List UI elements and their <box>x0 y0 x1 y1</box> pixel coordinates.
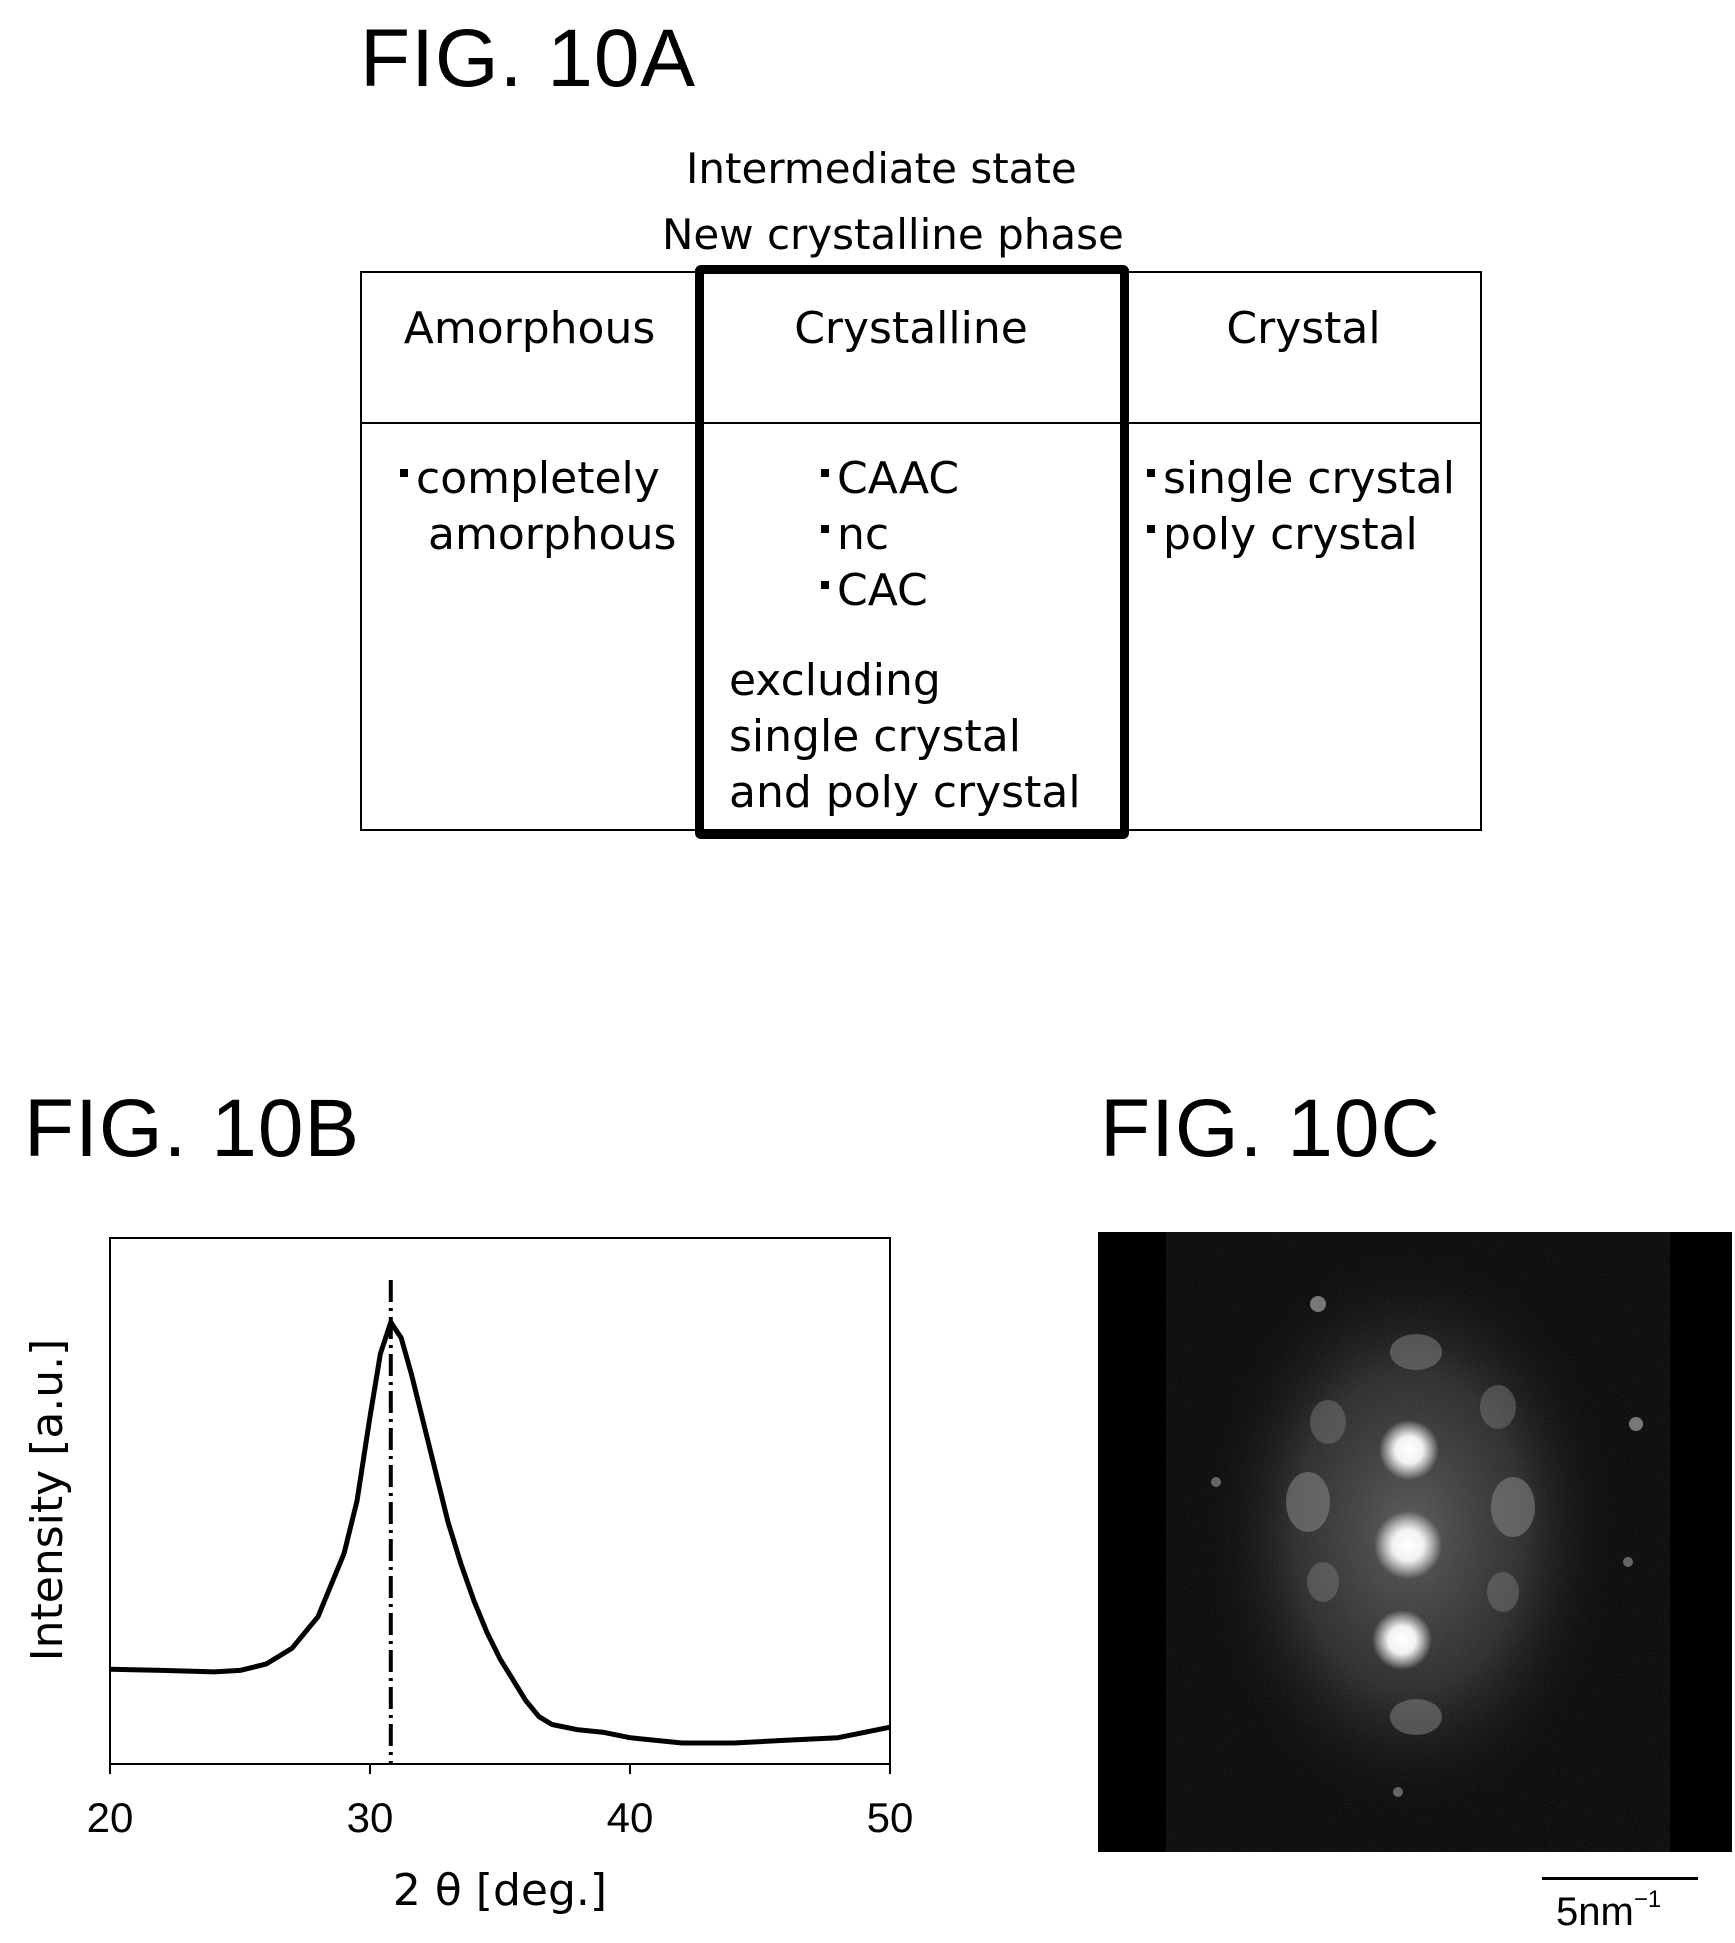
bullet-icon <box>821 469 829 477</box>
crystal-items: single crystal poly crystal <box>1147 451 1455 563</box>
list-item: CAAC <box>821 451 959 507</box>
crystalline-header: Crystalline <box>794 303 1028 354</box>
bullet-icon <box>400 469 408 477</box>
list-item-continuation: amorphous <box>428 509 677 560</box>
crystalline-note: excluding single crystal and poly crysta… <box>729 655 1081 818</box>
fig-10c-title: FIG. 10C <box>1100 1083 1441 1174</box>
x-tick-label: 50 <box>867 1794 914 1841</box>
crystalline-highlight-frame <box>695 265 1129 839</box>
scale-label: 5nm−1 <box>1556 1886 1662 1934</box>
fig-10b-title: FIG. 10B <box>24 1083 361 1174</box>
amorphous-items: completely amorphous <box>400 451 676 563</box>
x-tick-label: 30 <box>347 1794 394 1841</box>
ring-spot <box>1307 1562 1339 1602</box>
bullet-icon <box>821 525 829 533</box>
intermediate-state-caption: Intermediate state <box>686 144 1077 193</box>
x-ticks: 20 30 40 50 <box>87 1764 914 1841</box>
diffraction-spot-lower <box>1372 1610 1432 1670</box>
ring-spot <box>1487 1572 1519 1612</box>
list-item: single crystal <box>1147 451 1455 507</box>
ring-spot <box>1286 1472 1330 1532</box>
scatter-speck <box>1211 1477 1221 1487</box>
x-axis-label: 2 θ [deg.] <box>393 1865 607 1916</box>
ring-spot <box>1480 1385 1516 1429</box>
plot-frame <box>109 1237 891 1765</box>
series-line <box>109 1319 891 1746</box>
scale-bar <box>1542 1877 1698 1880</box>
scatter-speck <box>1629 1417 1643 1431</box>
list-item: CAC <box>821 563 959 619</box>
ring-spot <box>1491 1477 1535 1537</box>
ring-spot <box>1390 1334 1442 1370</box>
bullet-icon <box>1147 469 1155 477</box>
diffraction-spot-upper <box>1379 1420 1439 1480</box>
amorphous-header: Amorphous <box>403 303 656 354</box>
crystalline-column: Crystalline CAAC nc CAC excluding single… <box>697 273 1125 829</box>
header-divider <box>362 422 1480 424</box>
new-crystalline-phase-caption: New crystalline phase <box>662 210 1124 259</box>
phase-classification-table: Amorphous completely amorphous Crystalli… <box>360 265 1482 839</box>
crystal-header: Crystal <box>1226 303 1381 354</box>
x-tick-label: 40 <box>607 1794 654 1841</box>
ring-spot <box>1310 1400 1346 1444</box>
ring-spot <box>1390 1699 1442 1735</box>
scale-exponent: −1 <box>1633 1886 1662 1913</box>
x-tick-label: 20 <box>87 1794 134 1841</box>
y-axis-label: Intensity [a.u.] <box>22 1339 73 1662</box>
bullet-icon <box>821 581 829 589</box>
scatter-speck <box>1393 1787 1403 1797</box>
bullet-icon <box>1147 525 1155 533</box>
crystal-column: Crystal single crystal poly crystal <box>1125 273 1482 829</box>
scatter-speck <box>1623 1557 1633 1567</box>
list-item: completely <box>400 451 676 507</box>
amorphous-column: Amorphous completely amorphous <box>362 273 697 829</box>
xrd-chart: 20 30 40 50 Intensity [a.u.] 2 θ [deg.] <box>22 1237 914 1916</box>
list-item: nc <box>821 507 959 563</box>
list-item: poly crystal <box>1147 507 1455 563</box>
scatter-speck <box>1310 1296 1326 1312</box>
diffraction-spot-center <box>1374 1511 1442 1579</box>
crystalline-items: CAAC nc CAC <box>821 451 959 619</box>
fig-10a-title: FIG. 10A <box>360 13 697 104</box>
electron-diffraction-image <box>1098 1232 1732 1852</box>
